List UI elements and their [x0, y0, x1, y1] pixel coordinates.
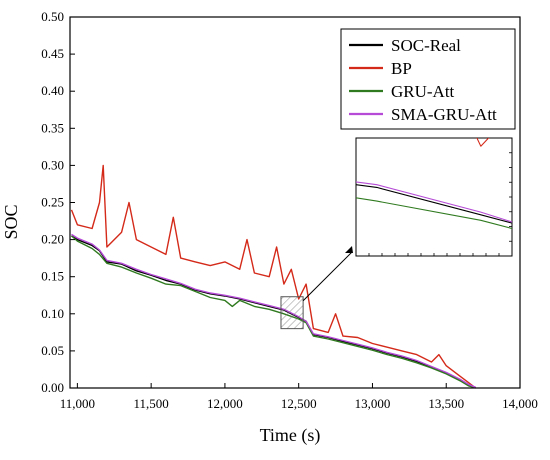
- x-tick-label: 12,000: [207, 396, 243, 411]
- series-line-0: [71, 235, 476, 389]
- y-tick-label: 0.05: [41, 343, 64, 358]
- x-tick-label: 11,500: [134, 396, 169, 411]
- x-tick-label: 11,000: [60, 396, 95, 411]
- legend-label-3: SMA-GRU-Att: [391, 105, 497, 124]
- y-tick-label: 0.00: [41, 380, 64, 395]
- y-axis-label: SOC: [1, 204, 21, 239]
- inset-frame: [355, 137, 513, 257]
- x-axis-label: Time (s): [260, 425, 321, 446]
- legend: SOC-Real BP GRU-Att SMA-GRU-Att: [340, 28, 516, 130]
- zoom-arrowhead: [345, 246, 353, 253]
- y-tick-label: 0.15: [41, 269, 64, 284]
- zoom-indicator: [280, 296, 304, 330]
- y-tick-label: 0.25: [41, 195, 64, 210]
- x-tick-label: 14,000: [502, 396, 538, 411]
- series-line-2: [71, 235, 476, 389]
- y-tick-label: 0.45: [41, 46, 64, 61]
- legend-label-2: GRU-Att: [391, 82, 455, 101]
- y-tick-label: 0.10: [41, 306, 64, 321]
- zoom-connector-line: [302, 251, 353, 302]
- y-tick-label: 0.20: [41, 232, 64, 247]
- legend-label-1: BP: [391, 59, 412, 78]
- legend-label-0: SOC-Real: [391, 36, 461, 55]
- x-tick-label: 13,000: [355, 396, 391, 411]
- x-tick-label: 13,500: [428, 396, 464, 411]
- zoom-box: [280, 296, 304, 330]
- y-tick-label: 0.35: [41, 120, 64, 135]
- series-line-1: [70, 164, 477, 389]
- x-tick-label: 12,500: [281, 396, 317, 411]
- y-tick-label: 0.40: [41, 83, 64, 98]
- series-lines: [70, 164, 477, 389]
- y-tick-label: 0.30: [41, 157, 64, 172]
- series-line-3: [71, 233, 476, 388]
- y-tick-label: 0.50: [41, 9, 64, 24]
